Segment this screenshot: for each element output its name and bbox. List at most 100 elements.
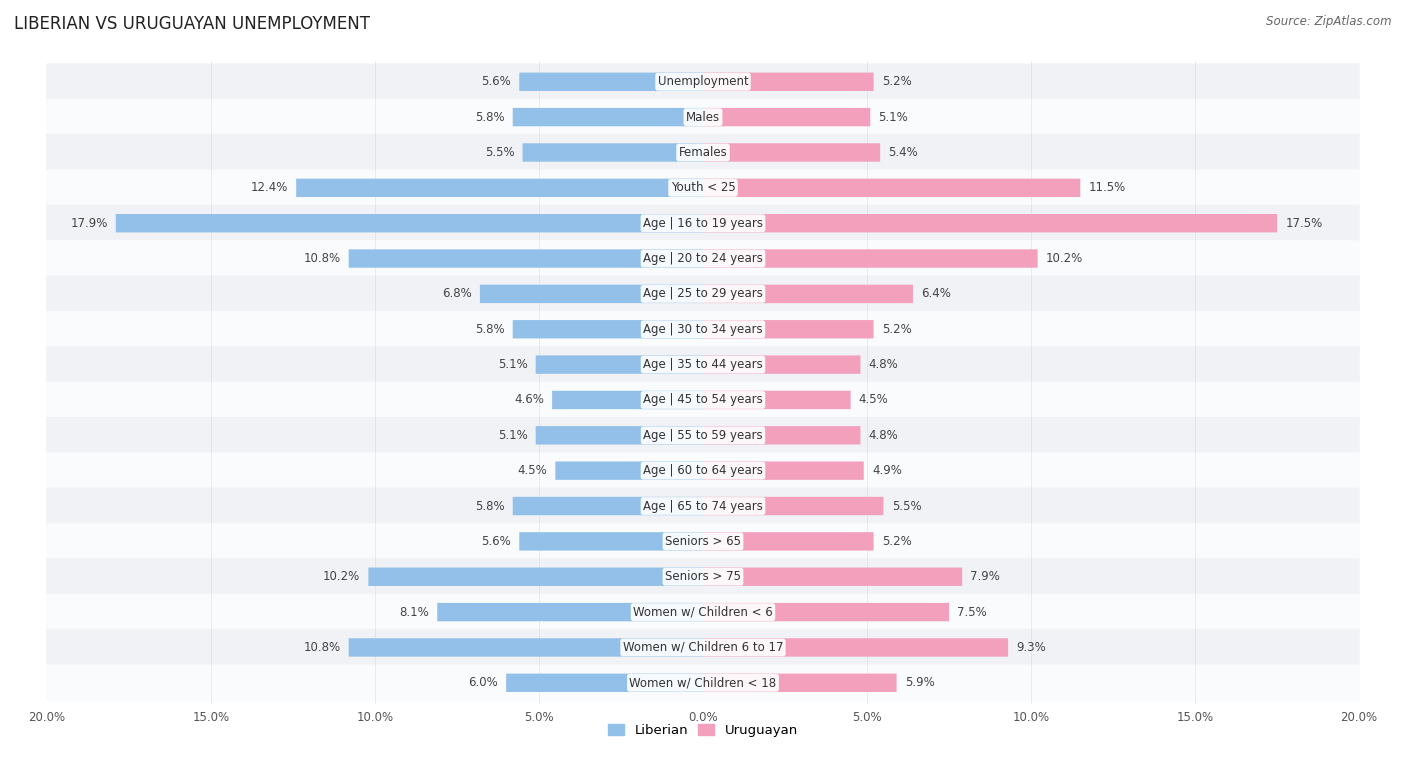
Text: 7.9%: 7.9% xyxy=(970,570,1000,583)
Text: 17.5%: 17.5% xyxy=(1285,217,1323,229)
Text: 5.6%: 5.6% xyxy=(481,75,512,89)
FancyBboxPatch shape xyxy=(703,638,1008,656)
FancyBboxPatch shape xyxy=(479,285,703,303)
Legend: Liberian, Uruguayan: Liberian, Uruguayan xyxy=(603,719,803,743)
FancyBboxPatch shape xyxy=(506,674,703,692)
FancyBboxPatch shape xyxy=(46,205,1360,241)
Text: Age | 60 to 64 years: Age | 60 to 64 years xyxy=(643,464,763,477)
FancyBboxPatch shape xyxy=(703,285,912,303)
FancyBboxPatch shape xyxy=(703,497,883,516)
Text: Males: Males xyxy=(686,111,720,123)
FancyBboxPatch shape xyxy=(523,143,703,162)
FancyBboxPatch shape xyxy=(513,108,703,126)
Text: 5.1%: 5.1% xyxy=(879,111,908,123)
FancyBboxPatch shape xyxy=(368,568,703,586)
Text: LIBERIAN VS URUGUAYAN UNEMPLOYMENT: LIBERIAN VS URUGUAYAN UNEMPLOYMENT xyxy=(14,15,370,33)
Text: 5.9%: 5.9% xyxy=(905,676,935,690)
Text: 12.4%: 12.4% xyxy=(250,182,288,195)
Text: Age | 30 to 34 years: Age | 30 to 34 years xyxy=(643,322,763,336)
FancyBboxPatch shape xyxy=(536,356,703,374)
Text: Age | 55 to 59 years: Age | 55 to 59 years xyxy=(643,428,763,442)
FancyBboxPatch shape xyxy=(297,179,703,197)
Text: 4.5%: 4.5% xyxy=(517,464,547,477)
Text: Age | 25 to 29 years: Age | 25 to 29 years xyxy=(643,288,763,301)
FancyBboxPatch shape xyxy=(703,356,860,374)
FancyBboxPatch shape xyxy=(46,311,1360,347)
FancyBboxPatch shape xyxy=(703,73,873,91)
FancyBboxPatch shape xyxy=(513,497,703,516)
Text: 4.9%: 4.9% xyxy=(872,464,901,477)
Text: 5.2%: 5.2% xyxy=(882,75,911,89)
Text: 6.8%: 6.8% xyxy=(441,288,472,301)
Text: Youth < 25: Youth < 25 xyxy=(671,182,735,195)
FancyBboxPatch shape xyxy=(703,214,1277,232)
Text: 10.2%: 10.2% xyxy=(1046,252,1083,265)
FancyBboxPatch shape xyxy=(703,462,863,480)
Text: 6.4%: 6.4% xyxy=(921,288,950,301)
Text: 9.3%: 9.3% xyxy=(1017,641,1046,654)
Text: 5.8%: 5.8% xyxy=(475,322,505,336)
Text: Seniors > 75: Seniors > 75 xyxy=(665,570,741,583)
FancyBboxPatch shape xyxy=(519,532,703,550)
FancyBboxPatch shape xyxy=(46,488,1360,525)
FancyBboxPatch shape xyxy=(46,593,1360,631)
FancyBboxPatch shape xyxy=(46,346,1360,383)
Text: 8.1%: 8.1% xyxy=(399,606,429,618)
FancyBboxPatch shape xyxy=(703,568,962,586)
Text: Age | 45 to 54 years: Age | 45 to 54 years xyxy=(643,394,763,407)
FancyBboxPatch shape xyxy=(46,276,1360,313)
FancyBboxPatch shape xyxy=(46,523,1360,559)
FancyBboxPatch shape xyxy=(349,249,703,268)
FancyBboxPatch shape xyxy=(553,391,703,409)
Text: 5.2%: 5.2% xyxy=(882,322,911,336)
Text: Age | 16 to 19 years: Age | 16 to 19 years xyxy=(643,217,763,229)
FancyBboxPatch shape xyxy=(555,462,703,480)
Text: 5.5%: 5.5% xyxy=(485,146,515,159)
FancyBboxPatch shape xyxy=(46,382,1360,419)
Text: 5.4%: 5.4% xyxy=(889,146,918,159)
Text: 17.9%: 17.9% xyxy=(70,217,108,229)
Text: 7.5%: 7.5% xyxy=(957,606,987,618)
FancyBboxPatch shape xyxy=(349,638,703,656)
FancyBboxPatch shape xyxy=(513,320,703,338)
Text: 5.6%: 5.6% xyxy=(481,535,512,548)
FancyBboxPatch shape xyxy=(703,674,897,692)
FancyBboxPatch shape xyxy=(46,559,1360,595)
FancyBboxPatch shape xyxy=(46,98,1360,136)
Text: 4.5%: 4.5% xyxy=(859,394,889,407)
FancyBboxPatch shape xyxy=(115,214,703,232)
FancyBboxPatch shape xyxy=(46,240,1360,277)
Text: 5.5%: 5.5% xyxy=(891,500,921,512)
Text: Females: Females xyxy=(679,146,727,159)
FancyBboxPatch shape xyxy=(703,391,851,409)
FancyBboxPatch shape xyxy=(703,143,880,162)
Text: Women w/ Children 6 to 17: Women w/ Children 6 to 17 xyxy=(623,641,783,654)
Text: 10.8%: 10.8% xyxy=(304,641,340,654)
Text: 5.1%: 5.1% xyxy=(498,428,527,442)
FancyBboxPatch shape xyxy=(536,426,703,444)
FancyBboxPatch shape xyxy=(703,249,1038,268)
FancyBboxPatch shape xyxy=(46,629,1360,666)
FancyBboxPatch shape xyxy=(46,170,1360,206)
FancyBboxPatch shape xyxy=(703,320,873,338)
Text: 10.2%: 10.2% xyxy=(323,570,360,583)
Text: 4.8%: 4.8% xyxy=(869,358,898,371)
FancyBboxPatch shape xyxy=(703,426,860,444)
Text: 4.8%: 4.8% xyxy=(869,428,898,442)
Text: Women w/ Children < 18: Women w/ Children < 18 xyxy=(630,676,776,690)
FancyBboxPatch shape xyxy=(703,108,870,126)
Text: 4.6%: 4.6% xyxy=(515,394,544,407)
FancyBboxPatch shape xyxy=(46,64,1360,100)
Text: Age | 65 to 74 years: Age | 65 to 74 years xyxy=(643,500,763,512)
Text: 10.8%: 10.8% xyxy=(304,252,340,265)
Text: Age | 20 to 24 years: Age | 20 to 24 years xyxy=(643,252,763,265)
FancyBboxPatch shape xyxy=(703,532,873,550)
FancyBboxPatch shape xyxy=(46,665,1360,701)
FancyBboxPatch shape xyxy=(46,452,1360,489)
Text: 5.2%: 5.2% xyxy=(882,535,911,548)
FancyBboxPatch shape xyxy=(519,73,703,91)
Text: 5.8%: 5.8% xyxy=(475,111,505,123)
FancyBboxPatch shape xyxy=(46,417,1360,453)
Text: Source: ZipAtlas.com: Source: ZipAtlas.com xyxy=(1267,15,1392,28)
Text: Women w/ Children < 6: Women w/ Children < 6 xyxy=(633,606,773,618)
